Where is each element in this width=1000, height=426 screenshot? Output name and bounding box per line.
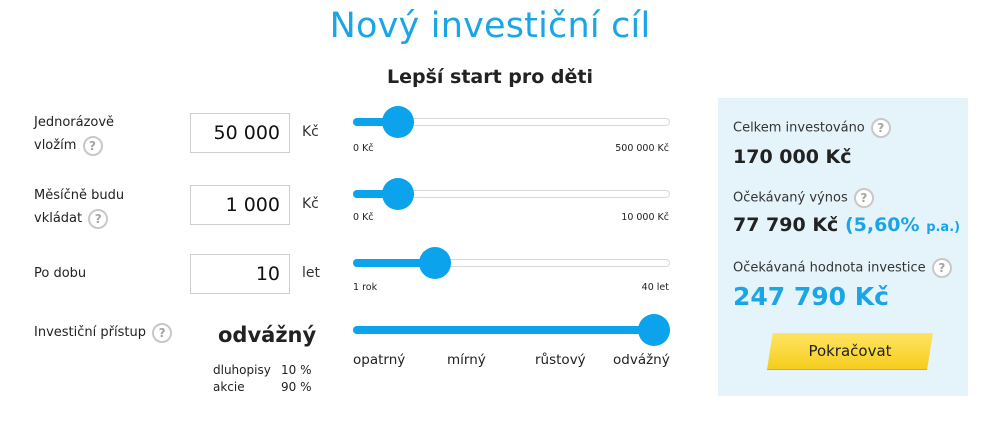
final-value: 247 790 Kč xyxy=(733,282,889,311)
final-value-label-text: Očekávaná hodnota investice xyxy=(733,260,926,276)
monthly-slider-handle[interactable] xyxy=(382,178,414,210)
monthly-max-label: 10 000 Kč xyxy=(621,212,669,223)
strategy-slider-fill xyxy=(353,326,654,334)
invested-label: Celkem investováno ? xyxy=(733,118,891,138)
strategy-option-growth[interactable]: růstový xyxy=(535,352,586,368)
strategy-option-bold[interactable]: odvážný xyxy=(613,352,670,368)
strategy-slider-handle[interactable] xyxy=(638,314,670,346)
lump-sum-input[interactable]: 50 000 xyxy=(190,113,290,153)
yield-rate-suffix: p.a.) xyxy=(926,220,961,235)
yield-label-text: Očekávaný výnos xyxy=(733,190,848,206)
duration-label: Po dobu xyxy=(34,266,87,281)
allocation-bonds-name: dluhopisy xyxy=(213,363,271,377)
final-value-label: Očekávaná hodnota investice ? xyxy=(733,258,952,278)
duration-max-label: 40 let xyxy=(641,282,669,293)
summary-panel: Celkem investováno ? 170 000 Kč Očekávan… xyxy=(718,98,968,396)
lump-sum-slider-fill xyxy=(353,118,398,126)
yield-label: Očekávaný výnos ? xyxy=(733,188,874,208)
lump-sum-label-line2: vložím xyxy=(34,138,77,153)
selected-strategy: odvážný xyxy=(218,323,317,347)
lump-sum-unit: Kč xyxy=(302,124,319,140)
monthly-unit: Kč xyxy=(302,196,319,212)
continue-button-label: Pokračovat xyxy=(808,342,892,360)
monthly-label-line1: Měsíčně budu xyxy=(34,188,125,203)
monthly-label: Měsíčně budu vkládat ? xyxy=(34,184,124,230)
yield-rate: (5,60% xyxy=(844,214,920,236)
lump-sum-slider-handle[interactable] xyxy=(382,106,414,138)
monthly-label-line2: vkládat xyxy=(34,211,83,226)
help-icon[interactable]: ? xyxy=(82,135,103,156)
yield-value: 77 790 Kč xyxy=(733,214,839,236)
lump-sum-label-line1: Jednorázově xyxy=(34,115,115,130)
allocation-bonds-share: 10 % xyxy=(281,363,312,377)
help-icon[interactable]: ? xyxy=(870,118,891,138)
allocation-stocks-name: akcie xyxy=(213,380,245,394)
strategy-option-cautious[interactable]: opatrný xyxy=(353,352,406,368)
yield-value-line: 77 790 Kč (5,60% p.a.) xyxy=(733,214,960,236)
duration-slider-handle[interactable] xyxy=(419,247,451,279)
strategy-label: Investiční přístup ? xyxy=(34,321,173,344)
duration-input[interactable]: 10 xyxy=(190,254,290,294)
continue-button[interactable]: Pokračovat xyxy=(767,333,933,369)
duration-min-label: 1 rok xyxy=(353,282,378,293)
allocation-stocks-share: 90 % xyxy=(281,380,312,394)
lump-sum-label: Jednorázově vložím ? xyxy=(34,111,114,157)
help-icon[interactable]: ? xyxy=(931,258,952,278)
duration-slider-fill xyxy=(353,259,435,267)
monthly-input[interactable]: 1 000 xyxy=(190,185,290,225)
monthly-min-label: 0 Kč xyxy=(353,212,374,223)
page-title: Nový investiční cíl xyxy=(329,6,651,46)
help-icon[interactable]: ? xyxy=(152,322,173,343)
lump-sum-max-label: 500 000 Kč xyxy=(615,143,669,154)
invested-label-text: Celkem investováno xyxy=(733,120,865,136)
strategy-option-moderate[interactable]: mírný xyxy=(447,352,486,368)
goal-name: Lepší start pro děti xyxy=(386,66,594,88)
monthly-slider-fill xyxy=(353,190,398,198)
help-icon[interactable]: ? xyxy=(88,208,109,229)
help-icon[interactable]: ? xyxy=(853,188,874,208)
invested-value: 170 000 Kč xyxy=(733,146,852,168)
duration-unit: let xyxy=(302,265,320,281)
lump-sum-min-label: 0 Kč xyxy=(353,143,374,154)
strategy-label-text: Investiční přístup xyxy=(34,325,146,340)
